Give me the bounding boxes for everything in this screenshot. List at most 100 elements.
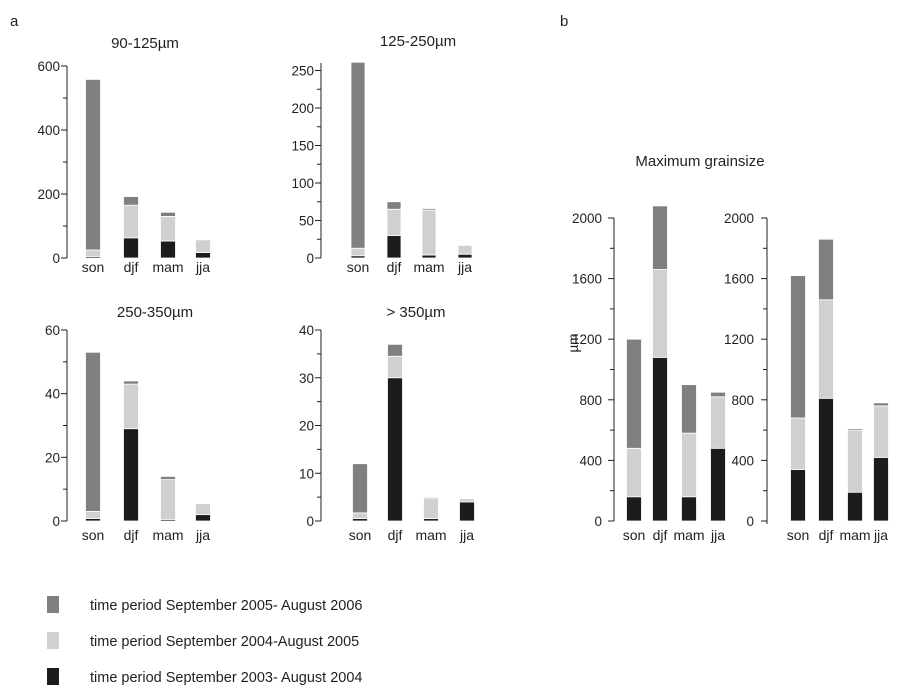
y-tick-label: 10 bbox=[299, 466, 314, 481]
bar-segment-djf-2003-2004 bbox=[387, 377, 403, 522]
bar-segment-jja-2003-2004 bbox=[873, 456, 889, 522]
x-category-label: jja bbox=[873, 527, 888, 543]
y-tick-label: 100 bbox=[291, 176, 314, 191]
bar-segment-jja-2004-2005 bbox=[873, 405, 889, 458]
bar-segment-jja-2003-2004 bbox=[195, 252, 211, 259]
y-tick-label: 2000 bbox=[724, 211, 754, 226]
y-tick-label: 400 bbox=[579, 453, 602, 468]
bar-segment-djf-2003-2004 bbox=[386, 235, 402, 259]
bar-segment-mam-2004-2005 bbox=[160, 479, 176, 520]
y-tick-label: 1600 bbox=[572, 272, 602, 287]
bar-segment-mam-2004-2005 bbox=[160, 215, 176, 242]
bar-segment-mam-2005-2006 bbox=[423, 496, 439, 499]
x-category-label: djf bbox=[124, 259, 139, 275]
chart-c6: 0 400 800 1200 1600 2000 son djf mam jja bbox=[724, 211, 889, 543]
x-category-label: djf bbox=[124, 527, 139, 543]
chart-c2: 125-250µm 0 50 100 150 200 250 son djf mam jja bbox=[291, 33, 473, 275]
bar-segment-son-2005-2006 bbox=[352, 463, 368, 514]
bar-segment-son-2003-2004 bbox=[626, 496, 642, 522]
bar-segment-mam-2003-2004 bbox=[421, 254, 437, 259]
y-tick-label: 1200 bbox=[724, 332, 754, 347]
y-tick-label: 60 bbox=[45, 323, 60, 338]
y-tick-label: 30 bbox=[299, 371, 314, 386]
x-category-label: djf bbox=[388, 527, 403, 543]
y-tick-label: 0 bbox=[52, 514, 60, 529]
bar-segment-son-2005-2006 bbox=[626, 338, 642, 449]
x-category-label: mam bbox=[673, 527, 704, 543]
y-tick-label: 0 bbox=[52, 251, 60, 266]
chart-c5: Maximum grainsize µm 0 400 800 1200 1600 2000 so… bbox=[566, 153, 765, 543]
y-tick-label: 50 bbox=[299, 214, 314, 229]
bar-segment-jja-2004-2005 bbox=[195, 239, 211, 253]
legend-swatch-2003-2004 bbox=[47, 668, 59, 685]
bar-segment-jja-2005-2006 bbox=[195, 238, 211, 241]
bar-segment-jja-2005-2006 bbox=[710, 391, 726, 398]
bar-segment-son-2004-2005 bbox=[626, 447, 642, 498]
y-tick-label: 0 bbox=[746, 514, 754, 529]
legend-label-2003-2004: time period September 2003- August 2004 bbox=[90, 670, 362, 686]
x-category-label: mam bbox=[415, 527, 446, 543]
y-tick-label: 800 bbox=[731, 393, 754, 408]
bar-segment-djf-2005-2006 bbox=[652, 205, 668, 270]
chart-title: 90-125µm bbox=[111, 35, 179, 52]
y-tick-label: 150 bbox=[291, 139, 314, 154]
bar-segment-mam-2005-2006 bbox=[847, 428, 863, 431]
bar-segment-djf-2005-2006 bbox=[123, 380, 139, 385]
x-category-label: son bbox=[82, 259, 105, 275]
bar-segment-son-2004-2005 bbox=[352, 512, 368, 520]
y-tick-label: 20 bbox=[45, 450, 60, 465]
x-category-label: son bbox=[623, 527, 646, 543]
bar-segment-jja-2005-2006 bbox=[195, 502, 211, 504]
bar-segment-djf-2005-2006 bbox=[386, 201, 402, 210]
legend: time period September 2005- August 2006 … bbox=[47, 596, 362, 686]
x-category-label: djf bbox=[387, 259, 402, 275]
bar-segment-jja-2005-2006 bbox=[457, 244, 473, 246]
x-category-label: jja bbox=[459, 527, 474, 543]
legend-label-2005-2006: time period September 2005- August 2006 bbox=[90, 598, 362, 614]
bar-segment-son-2004-2005 bbox=[790, 417, 806, 470]
bar-segment-mam-2003-2004 bbox=[847, 491, 863, 522]
bar-segment-djf-2004-2005 bbox=[386, 208, 402, 236]
chart-c4: > 350µm 0 10 20 30 40 son djf mam jja bbox=[299, 304, 475, 543]
bar-segment-mam-2005-2006 bbox=[160, 476, 176, 481]
bar-segment-djf-2004-2005 bbox=[123, 383, 139, 430]
bar-segment-mam-2003-2004 bbox=[160, 240, 176, 259]
x-category-label: jja bbox=[195, 527, 210, 543]
y-tick-label: 250 bbox=[291, 64, 314, 79]
y-tick-label: 2000 bbox=[572, 211, 602, 226]
bar-segment-son-2004-2005 bbox=[350, 247, 366, 257]
y-axis-label: µm bbox=[566, 333, 581, 352]
x-category-label: son bbox=[82, 527, 105, 543]
bar-segment-son-2005-2006 bbox=[85, 79, 101, 251]
chart-c1: 90-125µm 0 200 400 600 son djf mam jja bbox=[37, 35, 211, 275]
bar-segment-djf-2004-2005 bbox=[123, 204, 139, 239]
bar-segment-mam-2005-2006 bbox=[421, 208, 437, 211]
y-tick-label: 200 bbox=[37, 187, 60, 202]
x-category-label: mam bbox=[152, 259, 183, 275]
bar-segment-son-2004-2005 bbox=[85, 511, 101, 519]
y-tick-label: 20 bbox=[299, 419, 314, 434]
bar-segment-jja-2005-2006 bbox=[873, 402, 889, 407]
x-category-label: jja bbox=[195, 259, 210, 275]
bar-segment-djf-2004-2005 bbox=[387, 355, 403, 379]
y-tick-label: 400 bbox=[731, 453, 754, 468]
y-tick-label: 200 bbox=[291, 101, 314, 116]
panel-label-b: b bbox=[560, 13, 568, 30]
bar-segment-djf-2005-2006 bbox=[123, 196, 139, 206]
legend-label-2004-2005: time period September 2004-August 2005 bbox=[90, 634, 359, 650]
bar-segment-mam-2005-2006 bbox=[160, 211, 176, 217]
bar-segment-jja-2003-2004 bbox=[710, 447, 726, 522]
chart-title: 125-250µm bbox=[380, 33, 456, 50]
x-category-label: djf bbox=[819, 527, 834, 543]
bar-segment-jja-2003-2004 bbox=[195, 514, 211, 522]
x-category-label: son bbox=[787, 527, 810, 543]
legend-swatch-2005-2006 bbox=[47, 596, 59, 613]
panel-label-a: a bbox=[10, 13, 19, 30]
bar-segment-djf-2003-2004 bbox=[123, 428, 139, 522]
bar-segment-djf-2005-2006 bbox=[387, 343, 403, 357]
bar-segment-mam-2004-2005 bbox=[847, 429, 863, 493]
chart-c3: 250-350µm 0 20 40 60 son djf mam jja bbox=[45, 304, 211, 543]
bar-segment-djf-2003-2004 bbox=[818, 397, 834, 522]
